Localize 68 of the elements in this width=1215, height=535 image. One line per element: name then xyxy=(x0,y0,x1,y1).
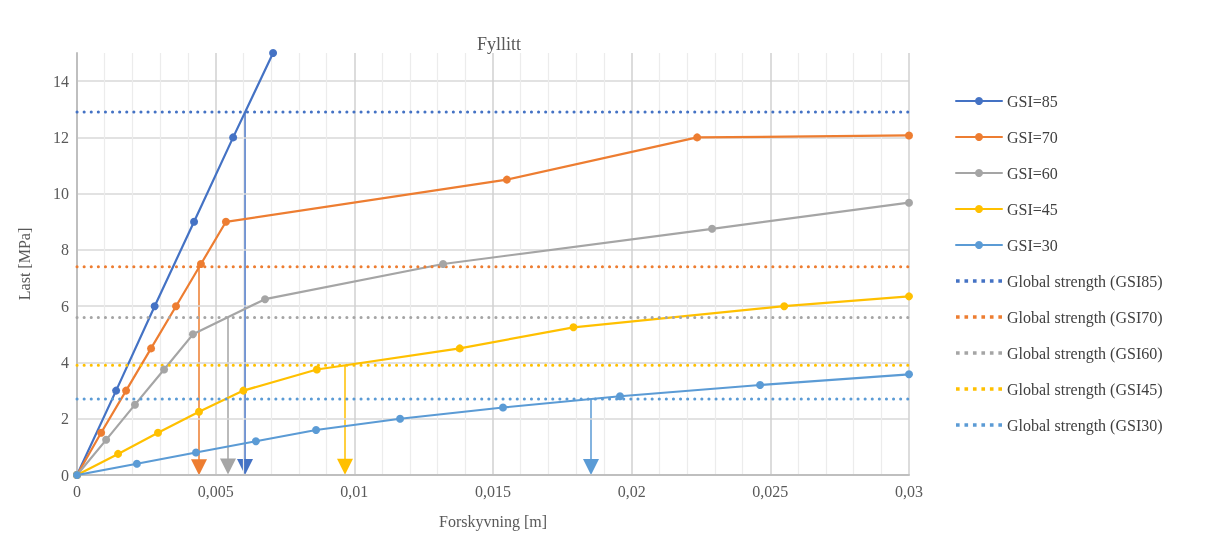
point xyxy=(905,198,913,207)
x-tick-label: 0 xyxy=(73,482,81,500)
point xyxy=(439,260,448,268)
point xyxy=(569,323,578,332)
point xyxy=(221,217,230,226)
x-tick-label: 0,01 xyxy=(340,482,369,500)
point xyxy=(905,370,913,379)
point xyxy=(269,49,278,57)
point xyxy=(708,224,717,233)
x-tick-label: 0,02 xyxy=(617,482,646,500)
point xyxy=(102,435,111,444)
y-tick-label: 2 xyxy=(61,410,69,428)
point xyxy=(616,392,625,401)
point xyxy=(905,131,913,140)
point xyxy=(312,365,321,374)
point xyxy=(112,386,121,395)
point xyxy=(780,302,789,311)
point xyxy=(396,414,405,423)
x-axis-title: Forskyvning [m] xyxy=(439,512,547,531)
point xyxy=(239,386,248,395)
chart-title: Fyllitt xyxy=(476,34,522,54)
point xyxy=(130,400,139,409)
legend-label: Global strength (GSI30) xyxy=(1007,416,1163,435)
point xyxy=(97,428,106,437)
y-tick-label: 0 xyxy=(61,466,69,484)
y-tick-label: 6 xyxy=(61,297,69,315)
x-tick-label: 0,03 xyxy=(895,482,923,500)
legend-label: Global strength (GSI85) xyxy=(1007,272,1163,291)
y-tick-label: 14 xyxy=(53,72,69,90)
y-tick-label: 8 xyxy=(61,241,69,259)
point xyxy=(905,292,913,301)
point xyxy=(172,302,181,311)
x-tick-label: 0,005 xyxy=(197,482,234,500)
legend-label: GSI=85 xyxy=(1007,92,1058,110)
point xyxy=(312,425,321,434)
legend-label: GSI=45 xyxy=(1007,200,1058,218)
point xyxy=(195,407,204,416)
y-tick-label: 4 xyxy=(61,353,69,371)
point xyxy=(756,380,765,389)
point xyxy=(160,365,169,374)
point xyxy=(229,133,238,142)
point xyxy=(114,449,123,458)
point xyxy=(251,437,260,446)
point xyxy=(150,302,159,311)
y-tick-label: 12 xyxy=(53,128,69,146)
point xyxy=(132,459,141,468)
point xyxy=(153,428,162,437)
point xyxy=(147,344,156,353)
point xyxy=(693,133,702,142)
legend-label: GSI=70 xyxy=(1007,128,1058,146)
point xyxy=(196,260,205,268)
point xyxy=(122,386,131,395)
x-tick-label: 0,015 xyxy=(475,482,511,500)
point xyxy=(190,217,199,226)
point xyxy=(191,448,200,457)
point xyxy=(455,344,464,353)
point xyxy=(502,175,511,184)
legend-label: GSI=30 xyxy=(1007,236,1058,254)
legend-label: Global strength (GSI70) xyxy=(1007,308,1163,327)
y-axis-title: Last [MPa] xyxy=(15,227,33,301)
legend-label: GSI=60 xyxy=(1007,164,1058,182)
point xyxy=(188,330,197,339)
point xyxy=(498,403,507,412)
point xyxy=(261,295,270,304)
legend-label: Global strength (GSI60) xyxy=(1007,344,1163,363)
x-tick-label: 0,025 xyxy=(752,482,789,500)
legend-label: Global strength (GSI45) xyxy=(1007,380,1163,399)
y-tick-label: 10 xyxy=(53,185,69,203)
